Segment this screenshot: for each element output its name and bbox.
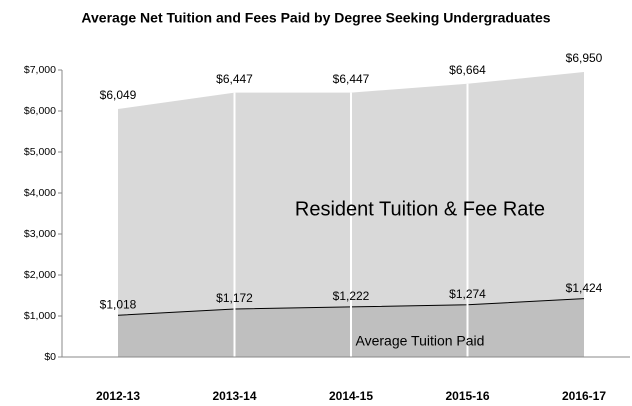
value-label: $1,274	[449, 287, 486, 301]
chart-title: Average Net Tuition and Fees Paid by Deg…	[81, 10, 550, 26]
x-tick-label: 2016-17	[562, 389, 606, 403]
y-tick-label: $3,000	[24, 228, 56, 240]
x-tick-label: 2014-15	[329, 389, 373, 403]
series-label: Average Tuition Paid	[356, 333, 485, 349]
y-tick-label: $2,000	[24, 269, 56, 281]
value-label: $6,950	[566, 51, 603, 65]
series-label: Resident Tuition & Fee Rate	[295, 198, 545, 220]
y-tick-label: $4,000	[24, 187, 56, 199]
value-label: $6,447	[216, 72, 253, 86]
y-tick-label: $5,000	[24, 146, 56, 158]
value-label: $1,424	[566, 281, 603, 295]
value-label: $1,172	[216, 291, 253, 305]
y-tick-label: $6,000	[24, 105, 56, 117]
x-tick-label: 2015-16	[445, 389, 489, 403]
value-label: $1,222	[333, 289, 370, 303]
value-label: $6,049	[100, 88, 137, 102]
x-tick-label: 2012-13	[96, 389, 140, 403]
y-tick-label: $1,000	[24, 310, 56, 322]
value-label: $6,664	[449, 63, 486, 77]
value-label: $6,447	[333, 72, 370, 86]
y-tick-label: $7,000	[24, 64, 56, 76]
value-label: $1,018	[100, 297, 137, 311]
x-tick-label: 2013-14	[212, 389, 256, 403]
y-tick-label: $0	[44, 351, 56, 363]
